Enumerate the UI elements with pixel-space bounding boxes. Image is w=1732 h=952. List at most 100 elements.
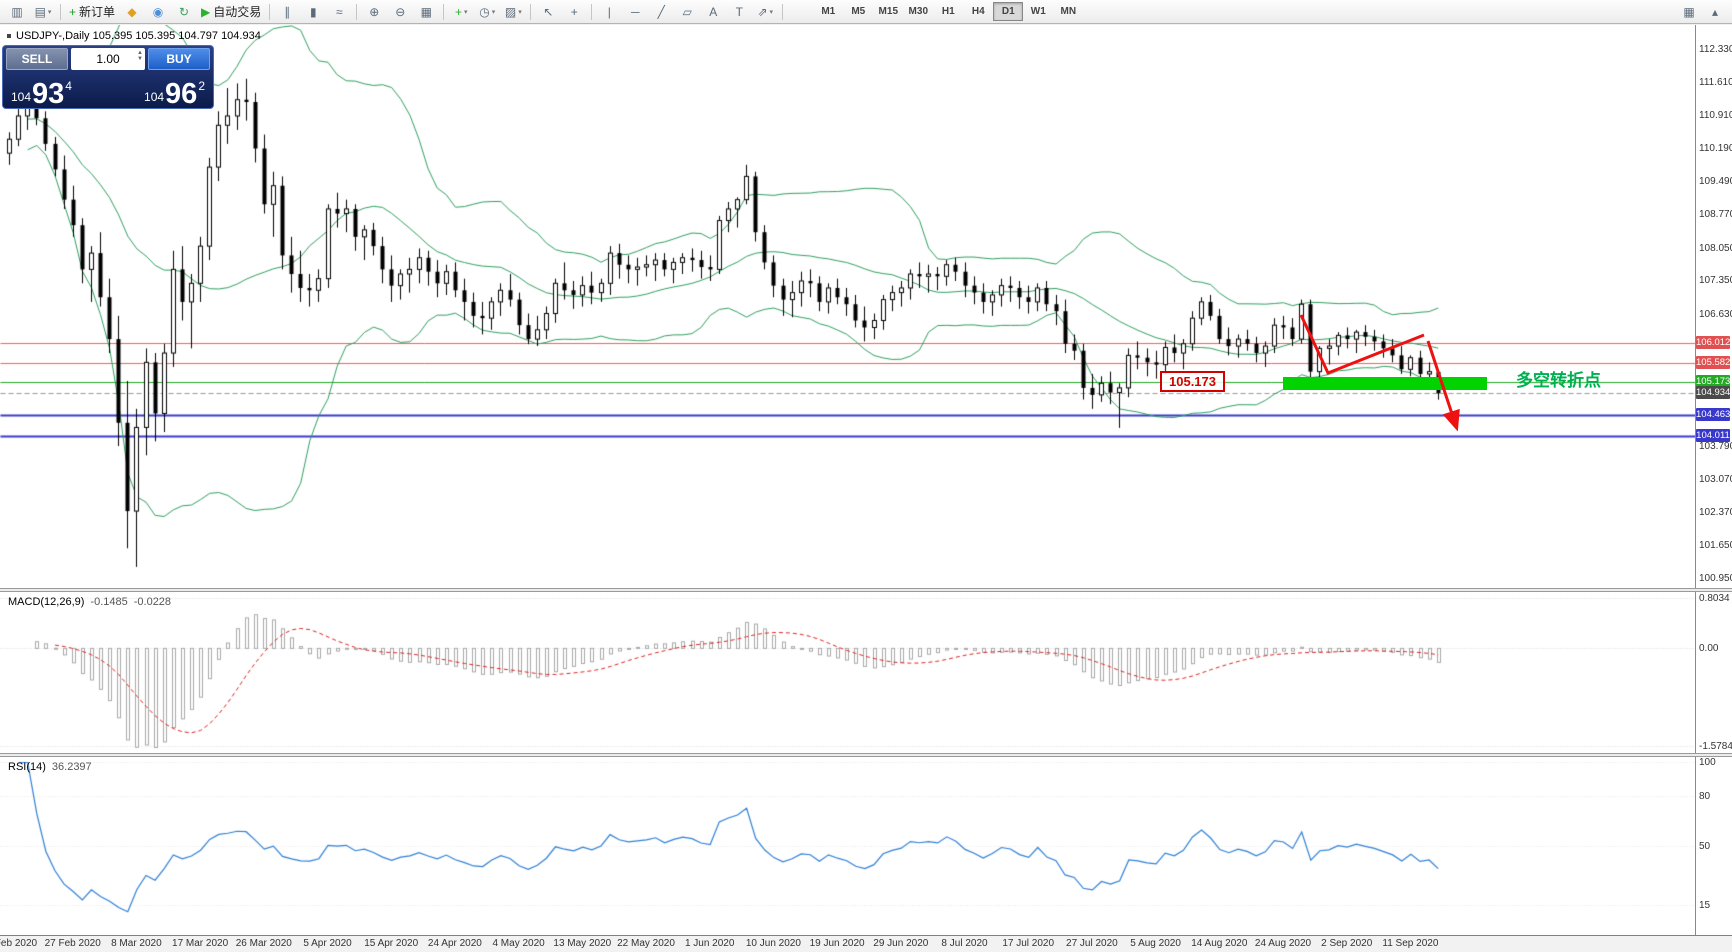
macd-name: MACD(12,26,9) <box>8 596 85 608</box>
support-zone-band[interactable] <box>1283 377 1487 390</box>
timeframe-d1[interactable]: D1 <box>993 2 1024 21</box>
buy-price-big: 96 <box>165 78 198 110</box>
spinner-down-icon[interactable]: ▼ <box>137 56 143 62</box>
periods-button[interactable]: ◷ ▾ <box>475 2 499 22</box>
text-icon: A <box>709 4 718 19</box>
date-label: 29 Jun 2020 <box>873 938 929 949</box>
text-button[interactable]: A <box>701 2 725 22</box>
lot-size-field: ▲▼ <box>71 48 145 70</box>
templates-button[interactable]: ▨ ▾ <box>501 2 525 22</box>
metaeditor-button[interactable]: ◆ <box>120 2 144 22</box>
sell-button[interactable]: SELL <box>6 48 68 70</box>
macd-signal-value: -0.0228 <box>133 596 172 608</box>
rsi-scale-label: 50 <box>1699 841 1711 852</box>
date-label: 11 Sep 2020 <box>1382 938 1439 949</box>
chart-title-bullet <box>7 34 11 39</box>
candlestick-chart-button[interactable]: ▮ <box>301 2 325 22</box>
price-tick-label: 100.950 <box>1699 573 1732 584</box>
buy-price-handle: 104 <box>144 90 165 104</box>
auto-trading-button[interactable]: ▶ 自动交易 <box>198 2 264 22</box>
timeframe-m15[interactable]: M15 <box>878 6 898 17</box>
refresh-button[interactable]: ↻ <box>172 2 196 22</box>
price-annotation-box[interactable]: 105.173 <box>1160 371 1225 392</box>
rsi-scale-label: 100 <box>1699 757 1716 768</box>
periods-icon: ◷ <box>479 4 490 19</box>
line-chart-button[interactable]: ≈ <box>327 2 351 22</box>
panel-separator[interactable] <box>0 588 1732 592</box>
price-axis[interactable]: 112.330 111.610 110.910 110.190 109.490 108.7… <box>1696 25 1732 935</box>
price-tick-label: 103.070 <box>1699 474 1732 486</box>
timeframe-m30[interactable]: M30 <box>908 6 928 17</box>
rsi-indicator-label: RSI(14) 36.2397 <box>8 761 92 773</box>
new-order-button[interactable]: + 新订单 <box>66 2 118 22</box>
lot-size-input[interactable] <box>76 51 140 67</box>
new-chart-button[interactable]: ▥ <box>5 2 29 22</box>
macd-scale-label: 0.00 <box>1699 642 1719 654</box>
collapse-toolbar-button[interactable]: ▴ <box>1703 2 1727 22</box>
buy-button[interactable]: BUY <box>148 48 210 70</box>
timeframe-mn[interactable]: MN <box>1060 6 1077 17</box>
zoom-in-button[interactable]: ⊕ <box>362 2 386 22</box>
bid-price-label: 104.934 <box>1696 385 1731 399</box>
date-label: 15 Apr 2020 <box>364 938 419 949</box>
macd-panel[interactable] <box>0 592 1695 753</box>
lot-spinner[interactable]: ▲ ▼ <box>137 50 143 62</box>
trendline-icon: ╱ <box>657 4 665 19</box>
sell-price: 104 93 4 <box>11 79 72 109</box>
toolbar-separator <box>591 3 593 20</box>
timeframe-switcher: M1 M5 M15 M30 H1 H4 D1 W1 MN <box>813 2 1083 21</box>
rsi-panel[interactable] <box>0 757 1695 935</box>
vertical-line-button[interactable]: | <box>597 2 621 22</box>
auto-trading-icon: ▶ <box>201 4 211 19</box>
crosshair-button[interactable]: + <box>562 2 586 22</box>
arrow-icon: ⇗ <box>757 4 768 19</box>
collapse-toolbar-icon: ▴ <box>1711 4 1719 19</box>
panel-separator[interactable] <box>0 753 1732 757</box>
date-label: 1 Jun 2020 <box>684 938 735 949</box>
main-chart-area[interactable] <box>0 25 1695 588</box>
community-button[interactable]: ◉ <box>146 2 170 22</box>
toolbar-separator <box>60 3 61 20</box>
turning-point-label[interactable]: 多空转折点 <box>1516 371 1601 390</box>
templates-icon: ▨ <box>504 4 517 19</box>
date-label: 17 Mar 2020 <box>172 938 229 949</box>
chart-list-button[interactable]: ▦ <box>1677 2 1701 22</box>
price-tick-label: 102.370 <box>1699 506 1732 518</box>
axis-border <box>1695 25 1696 935</box>
spinner-up-icon[interactable]: ▲ <box>137 50 143 56</box>
profiles-button[interactable]: ▤ ▾ <box>31 2 55 22</box>
bar-chart-button[interactable]: ∥ <box>275 2 299 22</box>
chart-title-text: USDJPY-,Daily 105.395 105.395 104.797 10… <box>16 30 261 42</box>
indicators-button[interactable]: + ▾ <box>449 2 473 22</box>
new-order-icon: + <box>69 4 77 19</box>
one-click-trading-panel: SELL ▲▼ BUY 104 93 4 104 96 2 <box>2 45 214 109</box>
timeframe-m5[interactable]: M5 <box>851 6 866 17</box>
trendline-button[interactable]: ╱ <box>649 2 673 22</box>
timeframe-h1[interactable]: H1 <box>941 6 955 17</box>
zoom-out-button[interactable]: ⊖ <box>388 2 412 22</box>
sell-price-handle: 104 <box>11 90 32 104</box>
equidistant-channel-button[interactable]: ▱ <box>675 2 699 22</box>
date-label: 14 Aug 2020 <box>1191 938 1248 949</box>
timeframe-m1[interactable]: M1 <box>821 6 836 17</box>
equidistant-channel-icon: ▱ <box>682 4 692 19</box>
dropdown-caret-icon: ▾ <box>47 8 52 16</box>
price-tick-label: 106.630 <box>1699 308 1732 320</box>
arrows-button[interactable]: ⇗ ▾ <box>753 2 777 22</box>
timeframe-h4[interactable]: H4 <box>971 6 985 17</box>
toolbar-right-group: ▦ ▴ <box>1676 2 1728 22</box>
time-axis[interactable]: 18 Feb 2020 27 Feb 2020 8 Mar 2020 17 Mar 2… <box>0 935 1732 952</box>
horizontal-line-button[interactable]: ─ <box>623 2 647 22</box>
text-label-button[interactable]: T <box>727 2 751 22</box>
price-line-label: 104.011 <box>1696 428 1730 442</box>
date-label: 24 Apr 2020 <box>427 938 482 949</box>
timeframe-w1[interactable]: W1 <box>1030 6 1046 17</box>
text-label-icon: T <box>735 4 743 19</box>
candlestick-chart-icon: ▮ <box>309 4 317 19</box>
vertical-line-icon: | <box>607 4 611 19</box>
cursor-button[interactable]: ↖ <box>536 2 560 22</box>
zoom-in-icon: ⊕ <box>369 4 380 19</box>
line-chart-icon: ≈ <box>335 4 343 19</box>
dropdown-caret-icon: ▾ <box>769 8 774 16</box>
tile-windows-button[interactable]: ▦ <box>414 2 438 22</box>
